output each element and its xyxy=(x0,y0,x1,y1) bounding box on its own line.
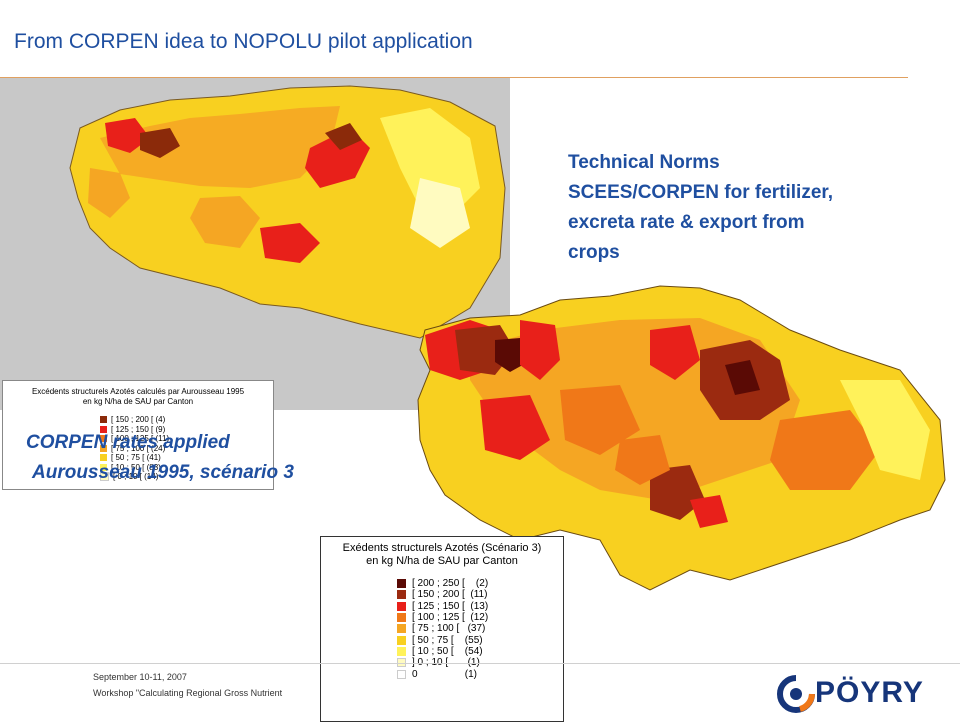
legend-row: [ 125 ; 150 [ (9) xyxy=(100,425,169,435)
legend-row: [ 125 ; 150 [ (13) xyxy=(397,601,488,612)
legend-label: [ 0 ; 10 [ (14) xyxy=(113,472,159,482)
legend-label: [ 50 ; 75 [ (41) xyxy=(111,453,161,463)
legend-scenario-3-title-line1: Exédents structurels Azotés (Scénario 3) xyxy=(342,542,542,554)
legend-row: [ 200 ; 250 [ (2) xyxy=(397,578,488,589)
legend-label: [ 125 ; 150 [ (9) xyxy=(111,424,166,434)
legend-row: 0 (1) xyxy=(397,668,488,680)
legend-label: [ 50 ; 75 [ (55) xyxy=(412,634,483,646)
corpen-caption-line1: CORPEN rates applied xyxy=(26,432,230,453)
poyry-logo: PÖYRY xyxy=(770,672,930,713)
legend-aurousseau-title: Excédents structurels Azotés calculés pa… xyxy=(3,387,273,407)
legend-row: [ 150 ; 200 [ (4) xyxy=(100,415,169,425)
footer-date: September 10-11, 2007 xyxy=(93,672,187,682)
legend-row: [ 10 ; 50 [ (54) xyxy=(397,646,488,657)
legend-aurousseau-rows: [ 150 ; 200 [ (4) [ 125 ; 150 [ (9) [ 10… xyxy=(100,415,169,482)
poyry-logo-icon xyxy=(777,675,815,713)
legend-label: [ 150 ; 200 [ (11) xyxy=(412,589,488,601)
legend-label: [ 100 ; 125 [ (12) xyxy=(412,612,489,624)
legend-label: [ 150 ; 200 [ (4) xyxy=(111,415,166,425)
map-aurousseau-1995-shape xyxy=(69,85,506,339)
legend-swatch xyxy=(397,624,406,634)
legend-row: [ 100 ; 125 [ (12) xyxy=(397,612,488,623)
technical-norms-line: Technical Norms xyxy=(568,152,720,173)
map-aurousseau-1995: Excédents structurels Azotés calculés pa… xyxy=(0,78,510,490)
legend-swatch xyxy=(397,601,406,611)
legend-swatch xyxy=(100,435,107,443)
corpen-caption: CORPEN rates applied Aurousseau 1995, sc… xyxy=(26,428,294,488)
legend-scenario-3-rows: [ 200 ; 250 [ (2) [ 150 ; 200 [ (11) [ 1… xyxy=(397,578,488,680)
corpen-caption-line2: Aurousseau 1995, scénario 3 xyxy=(32,462,294,483)
poyry-logo-text: PÖYRY xyxy=(815,676,924,709)
legend-row: [ 150 ; 200 [ (11) xyxy=(397,589,488,600)
legend-aurousseau: Excédents structurels Azotés calculés pa… xyxy=(2,380,274,490)
legend-swatch xyxy=(100,463,107,471)
legend-swatch xyxy=(100,472,109,482)
legend-aurousseau-title-line2: en kg N/ha de SAU par Canton xyxy=(82,397,194,406)
legend-row: [ 50 ; 75 [ (55) xyxy=(397,634,488,646)
legend-scenario-3-title-line2: en kg N/ha de SAU par Canton xyxy=(366,555,518,567)
legend-label: [ 200 ; 250 [ (2) xyxy=(412,578,489,590)
footer-divider xyxy=(0,663,960,664)
legend-swatch xyxy=(397,579,406,589)
legend-label: [ 100 ; 125 [ (11) xyxy=(111,434,170,444)
legend-row: [ 75 ; 100 [ (37) xyxy=(397,623,488,634)
legend-row: [ 50 ; 75 [ (41) xyxy=(100,453,169,463)
technical-norms-line: SCEES/CORPEN for fertilizer, xyxy=(568,182,834,203)
legend-swatch xyxy=(100,454,107,462)
legend-swatch xyxy=(100,425,107,433)
legend-label: [ 75 ; 100 [ (24) xyxy=(111,443,166,453)
legend-label: [ 125 ; 150 [ (13) xyxy=(412,600,489,612)
legend-swatch xyxy=(397,590,406,600)
technical-norms-text: Technical Norms SCEES/CORPEN for fertili… xyxy=(568,148,928,268)
technical-norms-line: crops xyxy=(568,242,620,263)
slide-title: From CORPEN idea to NOPOLU pilot applica… xyxy=(14,30,473,53)
legend-label: [ 10 ; 50 [ (54) xyxy=(412,645,483,657)
legend-swatch xyxy=(100,444,107,452)
legend-swatch xyxy=(397,646,406,656)
legend-scenario-3: Exédents structurels Azotés (Scénario 3)… xyxy=(320,536,564,722)
legend-label: [ 10 ; 50 [ (83) xyxy=(111,462,161,472)
legend-label: [ 75 ; 100 [ (37) xyxy=(412,623,486,635)
legend-row: ] 0 ; 10 [ (1) xyxy=(397,657,488,668)
legend-label: 0 (1) xyxy=(412,668,478,680)
footer-workshop: Workshop "Calculating Regional Gross Nut… xyxy=(93,688,283,698)
legend-scenario-3-title: Exédents structurels Azotés (Scénario 3)… xyxy=(321,542,563,568)
legend-row: [ 100 ; 125 [ (11) xyxy=(100,434,169,444)
legend-swatch xyxy=(397,613,406,623)
legend-swatch xyxy=(397,669,406,679)
legend-label: ] 0 ; 10 [ (1) xyxy=(412,657,480,669)
legend-row: [ 10 ; 50 [ (83) xyxy=(100,463,169,473)
legend-aurousseau-title-line1: Excédents structurels Azotés calculés pa… xyxy=(31,387,245,396)
legend-row: [ 75 ; 100 [ (24) xyxy=(100,444,169,454)
title-divider xyxy=(0,77,908,78)
legend-swatch xyxy=(100,416,107,424)
technical-norms-line: excreta rate & export from xyxy=(568,212,805,233)
legend-swatch xyxy=(397,635,406,645)
legend-swatch xyxy=(397,658,406,668)
legend-row: [ 0 ; 10 [ (14) xyxy=(100,472,169,482)
